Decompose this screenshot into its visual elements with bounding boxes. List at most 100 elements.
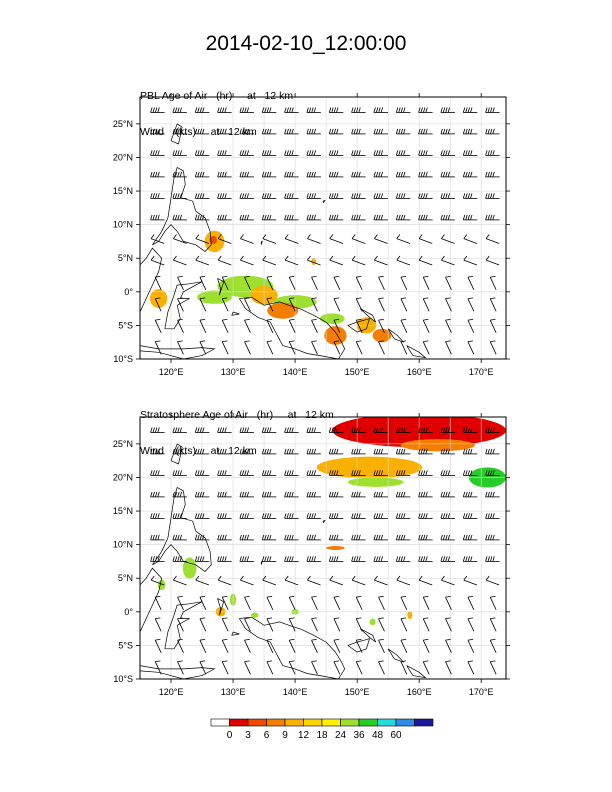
y-tick-label: 5°S	[118, 320, 133, 330]
wind-barb	[485, 513, 500, 519]
wind-barb	[462, 171, 478, 178]
wind-barb	[261, 534, 277, 541]
wind-barb	[266, 660, 274, 675]
wind-barb	[240, 234, 254, 244]
wind-barb	[288, 639, 296, 654]
main-title: 2014-02-10_12:00:00	[205, 32, 407, 55]
wind-barb	[311, 596, 318, 611]
wind-barb	[217, 427, 232, 433]
wind-barb	[217, 470, 232, 476]
wind-barb	[306, 107, 321, 113]
wind-barb	[467, 660, 475, 675]
wind-barb	[306, 171, 321, 178]
coastline	[164, 281, 203, 330]
panel-1-map: 120°E 130°E 140°E 150°E 160°E 170°E 10°S 5°S 0° 5…	[113, 93, 510, 377]
wind-barb	[173, 234, 187, 244]
wind-barb	[306, 150, 321, 156]
x-tick-label: 120°E	[159, 367, 184, 377]
wind-barb	[355, 639, 363, 654]
wind-barb	[378, 297, 385, 312]
wind-barb	[239, 193, 254, 199]
wind-barb	[177, 596, 184, 611]
wind-barb	[418, 491, 433, 498]
wind-barb	[355, 617, 363, 632]
wind-barb	[177, 617, 184, 632]
wind-barb	[306, 193, 321, 199]
wind-barb	[150, 214, 165, 221]
wind-barb	[150, 171, 165, 178]
wind-barb	[351, 234, 366, 244]
wind-barb	[261, 171, 277, 178]
wind-barb	[329, 234, 344, 244]
wind-barb	[485, 575, 500, 586]
colorbar-swatch	[395, 718, 415, 727]
wind-barb	[307, 234, 321, 244]
wind-barb	[194, 513, 210, 519]
y-tick-label: 5°S	[118, 640, 133, 650]
wind-barb	[172, 171, 187, 178]
wind-barb	[284, 448, 299, 455]
wind-barb	[351, 448, 366, 455]
wind-barb	[378, 617, 385, 632]
colorbar-swatch	[303, 718, 323, 727]
wind-barb	[194, 534, 210, 541]
wind-barb	[485, 128, 500, 135]
wind-barb	[311, 340, 318, 355]
wind-barb	[440, 556, 455, 562]
wind-barb	[355, 276, 363, 291]
wind-barb	[261, 491, 277, 498]
wind-barb	[440, 491, 455, 498]
wind-barb	[400, 276, 408, 291]
wind-barb	[440, 427, 455, 433]
wind-barb	[284, 193, 299, 199]
wind-barb	[150, 128, 165, 135]
wind-barb	[445, 276, 452, 291]
colorbar: 0 3 6 9 12 18 24 36 48 60	[210, 718, 434, 741]
wind-barb	[239, 128, 254, 135]
x-tick-label: 160°E	[407, 687, 432, 697]
wind-barb	[288, 660, 296, 675]
wind-barb	[261, 470, 277, 476]
wind-barb	[489, 639, 497, 654]
wind-barb	[463, 234, 478, 244]
wind-barb	[395, 193, 411, 199]
wind-barb	[266, 617, 274, 632]
wind-barb	[266, 297, 274, 312]
wind-barb	[374, 255, 388, 266]
wind-barb	[462, 513, 478, 519]
wind-barb	[306, 556, 321, 562]
colorbar-swatch	[284, 718, 304, 727]
wind-barb	[307, 255, 321, 266]
y-tick-label: 10°S	[113, 674, 133, 684]
wind-barb	[462, 128, 478, 135]
coastline	[406, 345, 427, 359]
wind-barb	[462, 491, 478, 498]
wind-barb	[266, 319, 274, 334]
wind-barb	[284, 107, 299, 113]
wind-barb	[154, 596, 162, 611]
wind-barb	[199, 639, 207, 654]
wind-barb	[306, 128, 321, 135]
wind-barb	[173, 575, 187, 586]
wind-barb	[462, 107, 478, 113]
wind-barb	[217, 214, 232, 221]
wind-barb	[221, 596, 229, 611]
wind-barb	[328, 107, 344, 113]
wind-barb	[239, 448, 254, 455]
wind-barb	[261, 107, 277, 113]
wind-barb	[418, 427, 433, 433]
wind-barb	[306, 448, 321, 455]
wind-barb	[489, 276, 497, 291]
wind-barb	[239, 470, 254, 476]
wind-barb	[485, 448, 500, 455]
panel-2-plot-area	[140, 417, 506, 679]
wind-barb	[485, 491, 500, 498]
wind-barb	[172, 214, 187, 221]
coastline	[387, 648, 404, 663]
panel-2-shaded-region	[182, 557, 197, 579]
wind-barb	[244, 617, 251, 632]
wind-barb	[463, 255, 478, 266]
wind-barb	[396, 575, 411, 586]
coastline	[359, 308, 377, 323]
panel-2-shaded-region	[251, 612, 259, 618]
